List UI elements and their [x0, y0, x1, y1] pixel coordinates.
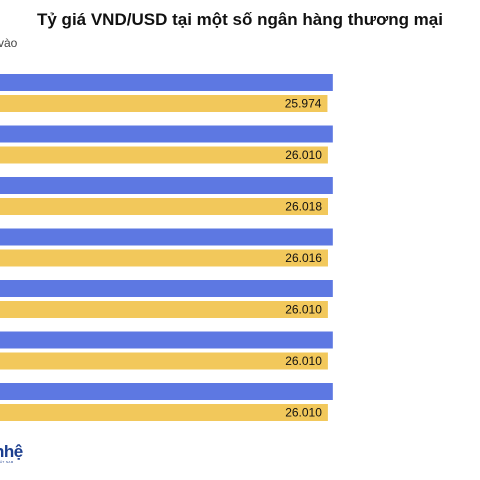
legend-label: a vào [0, 36, 18, 50]
logo-text: nhệ [0, 442, 23, 461]
bar-series1-4 [0, 228, 333, 246]
bar-series1-5 [0, 280, 333, 297]
bar-value-label-1: 25.974 [285, 97, 322, 111]
logo-subtext: ẤT NAM [0, 460, 14, 464]
bar-series1-6 [0, 331, 333, 349]
bar-value-label-6: 26.010 [285, 354, 322, 368]
bar-series2-3 [0, 198, 328, 215]
bar-value-label-4: 26.016 [285, 251, 322, 265]
bar-value-label-3: 26.018 [285, 200, 322, 214]
chart-title: Tỷ giá VND/USD tại một số ngân hàng thươ… [37, 10, 443, 29]
bar-series2-2 [0, 146, 328, 164]
bar-value-label-2: 26.010 [285, 148, 322, 162]
bar-value-label-7: 26.010 [285, 406, 322, 420]
bar-value-label-5: 26.010 [285, 303, 322, 317]
brand-logo: nhệ ẤT NAM [0, 442, 23, 464]
bar-series2-1 [0, 95, 328, 112]
bar-series1-7 [0, 383, 333, 400]
bar-series2-6 [0, 352, 328, 370]
bar-series1-1 [0, 74, 333, 91]
bar-series2-5 [0, 301, 328, 318]
bar-series1-2 [0, 125, 333, 143]
bar-series2-4 [0, 249, 328, 267]
bar-series1-3 [0, 177, 333, 194]
bar-series2-7 [0, 404, 328, 421]
